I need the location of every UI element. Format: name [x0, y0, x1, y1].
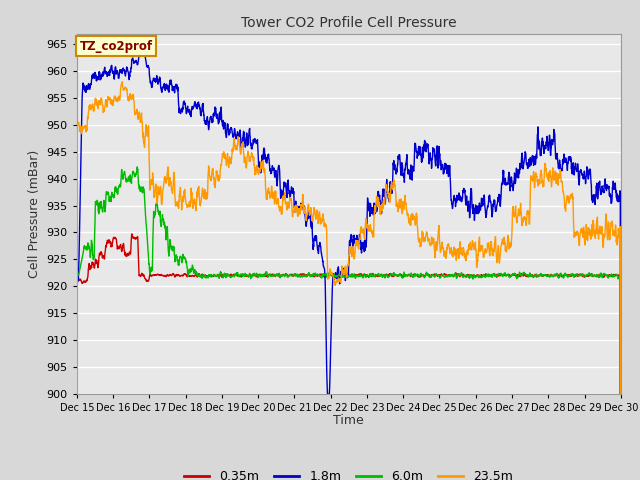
- Text: TZ_co2prof: TZ_co2prof: [79, 40, 153, 53]
- X-axis label: Time: Time: [333, 414, 364, 427]
- Title: Tower CO2 Profile Cell Pressure: Tower CO2 Profile Cell Pressure: [241, 16, 456, 30]
- Legend: 0.35m, 1.8m, 6.0m, 23.5m: 0.35m, 1.8m, 6.0m, 23.5m: [179, 465, 518, 480]
- Y-axis label: Cell Pressure (mBar): Cell Pressure (mBar): [28, 149, 41, 278]
